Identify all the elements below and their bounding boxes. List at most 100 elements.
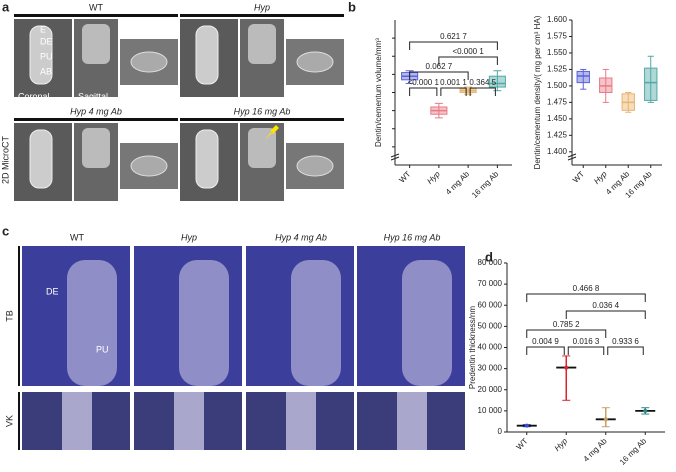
x-tick-label: WT — [571, 169, 586, 184]
p-value: 0.016 3 — [573, 337, 600, 346]
bracket — [438, 56, 498, 65]
y-tick-label: 80 000 — [478, 258, 503, 267]
x-tick-label: WT — [397, 169, 412, 184]
x-tick-label: 4 mg Ab — [582, 436, 610, 464]
arrow — [265, 125, 279, 140]
bracket — [565, 310, 646, 319]
y-tick-label: 50 000 — [478, 321, 503, 330]
box — [576, 70, 590, 84]
x-tick-label: Hyp — [553, 436, 570, 453]
x-tick-label: Hyp — [592, 169, 609, 186]
view-label: Axial — [122, 91, 142, 101]
structure-label: DE — [46, 286, 59, 296]
panel-header: Hyp — [181, 232, 197, 242]
point — [603, 417, 608, 422]
p-value: 0.001 1 — [440, 78, 467, 87]
pulp — [179, 260, 229, 386]
y-tick-label: 70 000 — [478, 279, 503, 288]
p-value: 0.036 4 — [592, 301, 619, 310]
p-value: 0.364 5 — [469, 78, 496, 87]
y-axis-label: Dentin/cementum density/( mg per cm³ HA) — [533, 15, 542, 169]
y-tick-label: 1.525 — [547, 65, 568, 74]
root — [296, 155, 334, 177]
y-tick-label: 20 000 — [478, 385, 503, 394]
box — [644, 67, 658, 101]
structure-label: PU — [96, 344, 109, 354]
vk-pulp — [174, 392, 204, 450]
header-bar — [180, 14, 344, 17]
y-tick-label: 10 000 — [478, 406, 503, 415]
y-tick-label: 1.425 — [547, 130, 568, 139]
root — [296, 51, 334, 73]
p-value: 0.933 6 — [612, 337, 639, 346]
bracket — [409, 71, 469, 80]
panel-letter: b — [348, 0, 356, 14]
y-tick-label: 1.600 — [547, 15, 568, 24]
root — [130, 155, 168, 177]
y-tick-label: 0 — [498, 427, 503, 436]
y-tick-label: 1.400 — [547, 147, 568, 156]
pulp — [291, 260, 341, 386]
y-tick-label: 1.550 — [547, 48, 568, 57]
header-bar — [180, 118, 344, 121]
y-tick-label: 1.500 — [547, 81, 568, 90]
bracket — [526, 329, 607, 338]
tooth — [29, 129, 53, 189]
header-bar — [14, 118, 178, 121]
panel-letter: d — [485, 249, 493, 264]
root — [130, 51, 168, 73]
tooth — [29, 25, 53, 85]
x-tick-label: 16 mg Ab — [618, 436, 649, 467]
scale-label: 1 mm — [156, 91, 179, 101]
bracket — [409, 41, 498, 50]
structure-label: DE — [40, 36, 53, 46]
panel-header: Hyp 4 mg Ab — [275, 232, 327, 242]
panel-header: WT — [89, 2, 103, 12]
tooth — [248, 24, 276, 64]
panel-letter: c — [2, 223, 9, 238]
y-tick-label: 30 000 — [478, 364, 503, 373]
tooth — [82, 128, 110, 168]
structure-label: AB — [40, 66, 52, 76]
y-tick-label: 40 000 — [478, 343, 503, 352]
tooth — [195, 25, 219, 85]
p-value: 0.004 9 — [532, 337, 559, 346]
vk-pulp — [397, 392, 427, 450]
roots-label: Roots — [122, 19, 146, 29]
tooth — [195, 129, 219, 189]
p-value: 0.062 7 — [426, 62, 453, 71]
x-tick-label: Hyp — [425, 169, 442, 186]
panel-header: Hyp 16 mg Ab — [234, 106, 291, 116]
side-label: 2D MicroCT — [0, 136, 10, 185]
panel-header: Hyp — [254, 2, 270, 12]
bracket — [607, 346, 644, 355]
view-label: Sagittal — [78, 91, 108, 101]
row-bar — [18, 246, 20, 386]
y-axis-label: Predentin thickness/nm — [468, 306, 477, 389]
x-tick-label: 4 mg Ab — [444, 169, 472, 197]
y-tick-label: 1.475 — [547, 97, 568, 106]
p-value: <0.000 1 — [408, 78, 440, 87]
y-axis-label: Dentin/cementum volume/mm³ — [374, 38, 383, 147]
y-tick-label: 1.450 — [547, 114, 568, 123]
point — [524, 423, 529, 428]
structure-label: PU — [40, 51, 53, 61]
header-bar — [14, 14, 178, 17]
panel-header: Hyp 4 mg Ab — [70, 106, 122, 116]
x-tick-label: 16 mg Ab — [470, 169, 501, 200]
bracket — [409, 87, 438, 96]
view-label: Coronal — [18, 91, 50, 101]
vk-pulp — [62, 392, 92, 450]
tooth — [248, 128, 276, 168]
bracket — [567, 346, 605, 355]
bracket — [526, 346, 565, 355]
p-value: 0.466 8 — [573, 284, 600, 293]
panel-header: WT — [70, 232, 84, 242]
panel-letter: a — [2, 0, 10, 14]
bracket — [440, 87, 467, 96]
row-bar — [18, 392, 20, 450]
x-tick-label: WT — [514, 436, 529, 451]
p-value: 0.621 7 — [440, 32, 467, 41]
point — [564, 365, 569, 370]
